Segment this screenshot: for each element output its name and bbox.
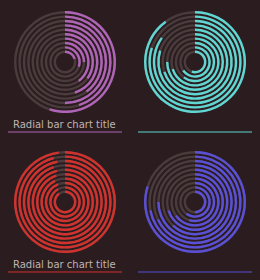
svg-text:Radial bar chart title: Radial bar chart title: [13, 259, 116, 270]
svg-text:Radial bar chart title: Radial bar chart title: [13, 119, 116, 130]
